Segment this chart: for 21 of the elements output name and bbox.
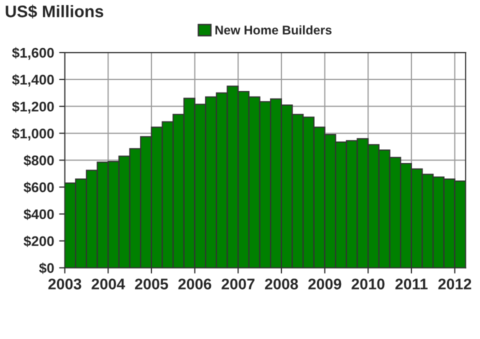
y-tick-label: $1,000 [12,128,54,140]
y-tick-label: $1,400 [12,74,54,87]
y-tick-label: $1,600 [12,47,54,60]
y-tick-label: $0 [39,262,54,274]
y-tick-label: $1,200 [12,101,54,114]
y-tick-label: $400 [24,208,54,220]
y-tick-label: $800 [24,154,54,166]
x-tick-label: 2008 [264,278,298,290]
x-tick-label: 2012 [438,278,472,290]
chart-title: US$ Millions [6,4,104,18]
x-tick-label: 2009 [308,278,342,290]
x-tick-label: 2003 [48,278,82,290]
x-tick-label: 2010 [352,278,384,290]
x-tick-label: 2005 [135,278,168,290]
legend-label: New Home Builders [215,25,332,35]
x-tick-label: 2006 [178,278,212,290]
x-tick-label: 2007 [222,278,254,290]
y-tick-label: $600 [24,182,54,194]
y-tick-label: $200 [24,236,54,247]
x-tick-label: 2004 [92,278,126,290]
x-tick-label: 2011 [395,278,428,290]
